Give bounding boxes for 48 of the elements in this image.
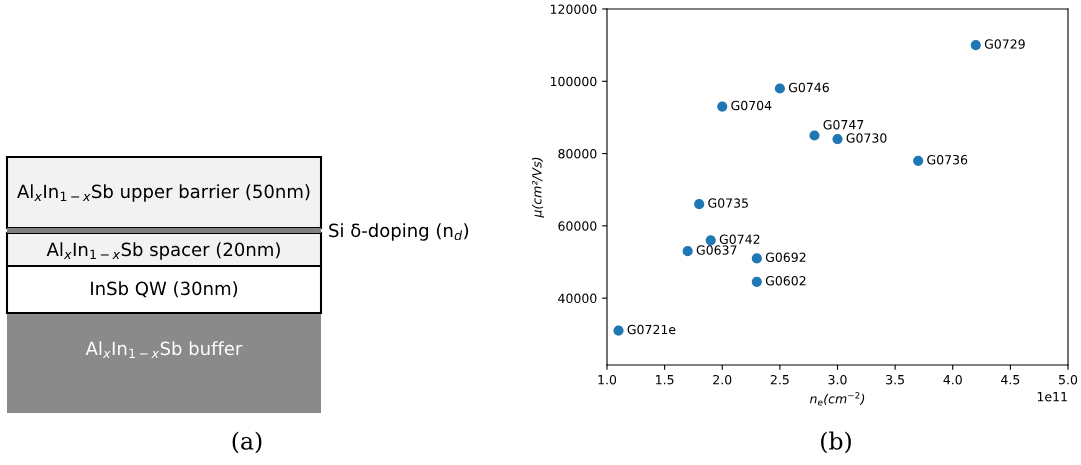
y-tick-label: 100000 [550, 76, 597, 87]
text: Si δ-doping (n$_{d}$) [329, 223, 469, 241]
text: (b) [821, 431, 851, 454]
point [613, 325, 624, 336]
x-tick-label: 1.0 [598, 374, 617, 385]
x-tick-label: 3.0 [828, 374, 847, 385]
annotation: G0747 [823, 119, 864, 130]
text: Al$_{x}$In$_{1−x}$Sb buffer [85, 341, 243, 358]
annotation: G0637 [696, 245, 737, 255]
point [913, 155, 924, 166]
x-tick-label: 4.5 [1001, 375, 1020, 385]
annotation: G0746 [788, 82, 829, 93]
annotation: G0721e [627, 324, 676, 335]
text: InSb QW (30nm) [91, 281, 238, 298]
point [774, 83, 785, 94]
annotation: G0704 [731, 100, 772, 111]
point [809, 130, 820, 141]
text: Al$_{x}$In$_{1−x}$Sb upper barrier (50nm) [17, 184, 310, 202]
annotation: G0736 [927, 154, 968, 165]
x-tick-label: 2.0 [713, 374, 732, 385]
x-tick-label: 2.5 [770, 374, 789, 385]
text: (a) [232, 431, 262, 454]
x-tick-label: 1.5 [656, 375, 674, 385]
y-axis-title: μ(cm²/Vs) [531, 157, 544, 218]
point [694, 199, 705, 210]
point [751, 276, 762, 287]
y-tick-label: 120000 [550, 4, 597, 14]
point [705, 235, 716, 246]
point [682, 246, 693, 257]
x-tick-label: 4.0 [943, 374, 962, 385]
x-axis-title: n$_{e}$(cm$^{−2}$) [809, 392, 865, 406]
annotation: G0729 [984, 39, 1025, 49]
annotation: G0730 [846, 133, 887, 143]
annotation: G0735 [708, 198, 748, 208]
annotation: G0742 [719, 234, 760, 244]
point [832, 134, 843, 145]
x-tick-label: 3.5 [886, 374, 904, 385]
text: Al$_{x}$In$_{1−x}$Sb spacer (20nm) [46, 242, 280, 260]
y-tick-label: 40000 [558, 293, 597, 304]
annotation: G0602 [765, 276, 806, 286]
y-tick-label: 80000 [558, 149, 597, 159]
point [970, 40, 981, 51]
text: 1e11 [1037, 392, 1067, 402]
point [717, 101, 728, 112]
x-tick-label: 5.0 [1059, 374, 1078, 385]
annotation: G0692 [765, 252, 806, 263]
point [751, 253, 762, 264]
y-tick-label: 60000 [558, 221, 597, 231]
